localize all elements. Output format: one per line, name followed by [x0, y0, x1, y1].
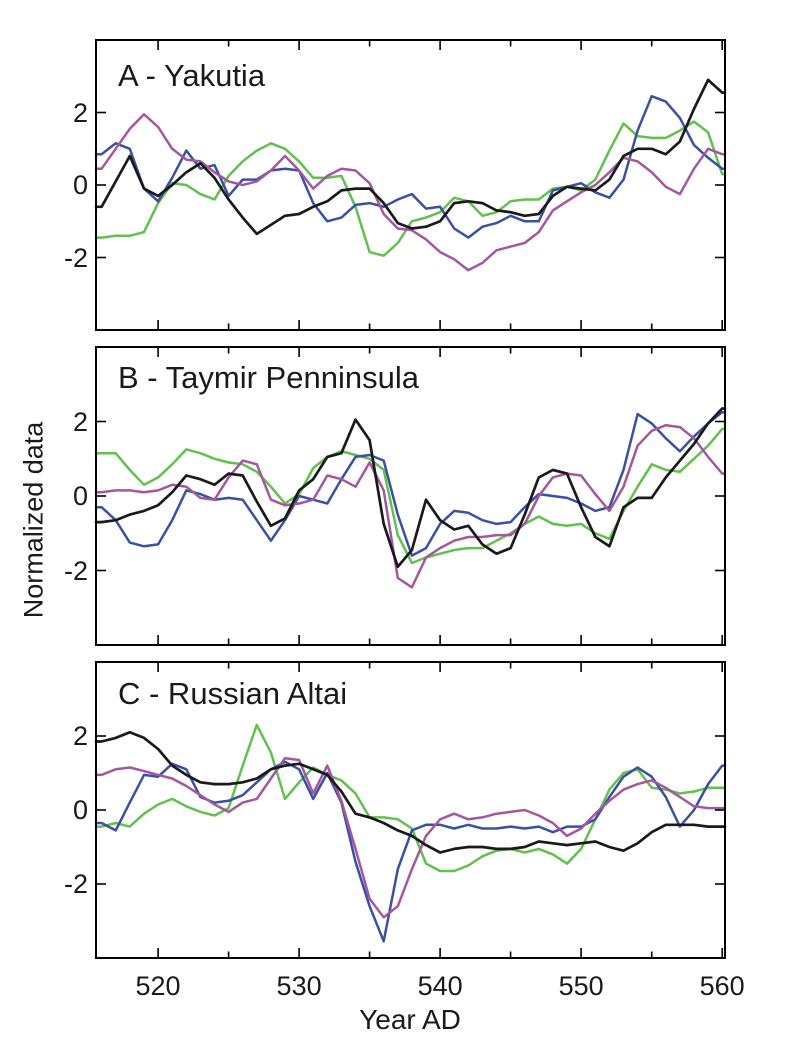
series-line-b-blue	[94, 410, 727, 557]
panel-b-frame	[95, 346, 726, 646]
series-line-a-purple	[94, 113, 727, 272]
y-tick-label: 0	[72, 795, 88, 825]
panel-b-title: B - Taymir Penninsula	[118, 360, 419, 395]
series-line-a-green	[94, 120, 727, 257]
series-line-c-purple	[94, 756, 727, 919]
y-tick-label: 0	[72, 170, 88, 200]
panel-c-title: C - Russian Altai	[118, 676, 348, 711]
series-line-c-black	[94, 730, 727, 854]
panel-c	[94, 661, 727, 959]
y-tick-label: 0	[72, 481, 88, 511]
panel-b	[94, 346, 727, 646]
x-tick-label: 550	[558, 971, 604, 1001]
x-tick-label: 530	[276, 971, 322, 1001]
series-line-a-blue	[94, 94, 727, 239]
series-line-a-black	[94, 78, 727, 236]
panel-c-frame	[95, 661, 726, 959]
x-tick-label: 520	[135, 971, 181, 1001]
panel-a-frame	[95, 39, 726, 331]
x-axis-label: Year AD	[359, 1004, 461, 1035]
panel-a	[94, 39, 727, 331]
series-line-c-blue	[94, 760, 727, 943]
x-tick-label: 560	[699, 971, 745, 1001]
y-tick-label: -2	[63, 555, 88, 586]
y-tick-label: -2	[63, 869, 88, 899]
panel-a-title: A - Yakutia	[118, 58, 266, 93]
series-line-c-green	[94, 723, 727, 873]
panel-b-ticks	[97, 348, 724, 644]
series-line-b-black	[94, 407, 727, 569]
panel-a-ticks	[97, 41, 724, 329]
x-tick-label: 540	[417, 971, 463, 1001]
series-line-b-green	[94, 427, 727, 565]
y-tick-label: 2	[72, 406, 88, 437]
panel-c-ticks	[97, 663, 724, 957]
y-tick-label: 2	[72, 721, 88, 751]
y-axis-label: Normalized data	[18, 421, 49, 619]
y-tick-label: 2	[72, 97, 88, 128]
series-line-b-purple	[94, 423, 727, 589]
y-tick-label: -2	[63, 242, 88, 273]
